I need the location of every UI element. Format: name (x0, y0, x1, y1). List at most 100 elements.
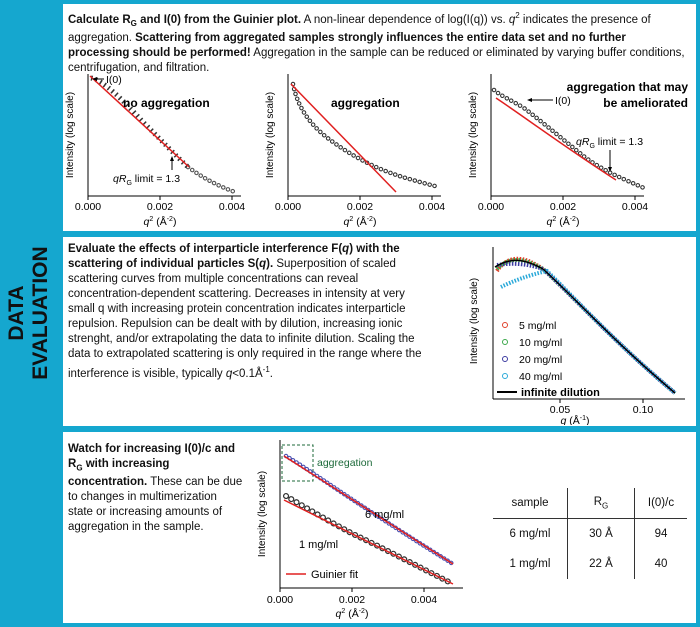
table-header: I(0)/c (634, 488, 687, 519)
interference-q2: q (259, 258, 267, 270)
qrg-limit-label: qRG limit = 1.3 (113, 173, 180, 187)
interference-end: <0.1Å (232, 367, 263, 380)
guinier-fit-line (495, 97, 617, 181)
x-axis-label: q (Å-1) (561, 414, 590, 425)
legend-label: 40 mg/ml (519, 371, 562, 383)
curve-label-6mg: 6 mg/ml (365, 509, 404, 521)
interference-q3: q (225, 367, 233, 380)
table-cell: 30 Å (567, 518, 635, 549)
section-title-line2: EVALUATION (29, 246, 52, 380)
table-header: RG (567, 488, 635, 519)
interference-bold-3: ). (266, 258, 274, 270)
x-tick-label: 0.002 (147, 201, 173, 213)
x-tick-label: 0.004 (419, 201, 445, 213)
guinier-fit-1mg (283, 499, 454, 585)
guinier-text-3: Aggregation in the sample can be reduced… (68, 47, 685, 75)
x-tick-label: 0.000 (275, 201, 301, 213)
table-cell: 1 mg/ml (509, 558, 551, 570)
qrg-limit-label: qRG limit = 1.3 (576, 136, 643, 150)
table-cell: 22 Å (567, 549, 635, 579)
curve-label-1mg: 1 mg/ml (299, 539, 338, 551)
i0-label: I(0) (106, 74, 122, 86)
legend-label: 5 mg/ml (519, 320, 556, 332)
guinier-fit-line (290, 83, 397, 193)
x-tick-label: 0.002 (347, 201, 373, 213)
table-cell: 40 (634, 549, 687, 579)
interference-q: q (342, 243, 350, 255)
sidebar: DATA EVALUATION (0, 0, 58, 627)
plot-label: aggregation (331, 96, 400, 110)
x-axis-label: q2 (Å-2) (336, 607, 369, 620)
interference-dot: . (269, 367, 273, 380)
section-title-line1: DATA (5, 285, 28, 341)
x-tick-label: 0.000 (267, 594, 293, 606)
x-tick-label: 0.002 (339, 594, 365, 606)
legend-label: 10 mg/ml (519, 337, 562, 349)
guinier-text-1: A non-linear dependence of log(I(q)) vs. (301, 13, 509, 26)
table-row: 1 mg/ml 22 Å 40 (493, 549, 687, 579)
guinier-bold-1: Calculate R (68, 13, 131, 26)
concentration-bold-1: Watch for increasing I(0)/c and R (68, 443, 235, 470)
guinier-plot-ameliorated: Intensity (log scale) 0.000 0.002 0.004 … (468, 74, 689, 228)
table-header-row: sample RG I(0)/c (493, 488, 687, 519)
y-axis-label: Intensity (log scale) (265, 92, 276, 178)
x-tick-label: 0.000 (478, 201, 504, 213)
legend-label: 20 mg/ml (519, 354, 562, 366)
concentration-sub: G (76, 463, 83, 473)
guinier-fit-line (89, 75, 190, 168)
guinier-plot-aggregation: Intensity (log scale) 0.000 0.002 0.004 … (265, 74, 445, 228)
interference-bold-1: Evaluate the effects of interparticle in… (68, 243, 343, 255)
guinier-bold-2: and I(0) from the Guinier plot. (136, 13, 302, 26)
aggregation-label: aggregation (317, 457, 373, 469)
legend: 5 mg/ml 10 mg/ml 20 mg/ml 40 mg/ml infin… (497, 320, 600, 399)
legend-label: infinite dilution (521, 387, 600, 399)
guinier-warning: Scattering from aggregated samples stron… (68, 32, 626, 60)
guinier-sub: G (130, 19, 137, 29)
table-row: 6 mg/ml 30 Å 94 (493, 518, 687, 549)
x-tick-label: 0.000 (75, 201, 101, 213)
plot-label: aggregation that may (567, 80, 689, 94)
guinier-text-2: indicates the presence of aggregation. (68, 13, 651, 45)
x-axis-label: q2 (Å-2) (344, 215, 377, 228)
guinier-fit-6mg (283, 455, 454, 565)
x-axis-label: q2 (Å-2) (144, 215, 177, 228)
concentration-body: These can be due to changes in multimeri… (68, 476, 243, 534)
legend-label: Guinier fit (311, 569, 358, 581)
concentration-text: Watch for increasing I(0)/c and RG with … (68, 442, 243, 535)
interference-bold-2: ) with the scattering of individual part… (68, 243, 400, 270)
interference-panel: Evaluate the effects of interparticle in… (63, 237, 696, 426)
x-tick-label: 0.004 (219, 201, 245, 213)
x-tick-label: 0.004 (622, 201, 648, 213)
rg-table: sample RG I(0)/c 6 mg/ml 30 Å 94 1 mg/ml… (493, 488, 687, 579)
interference-body: Superposition of scaled scattering curve… (68, 258, 422, 380)
section-title: DATA EVALUATION (5, 246, 53, 379)
plot-label-line2: be ameliorated (603, 96, 688, 110)
table-cell: 94 (634, 518, 687, 549)
i0-label: I(0) (555, 95, 571, 107)
y-axis-label: Intensity (log scale) (469, 278, 480, 364)
guinier-q: q (508, 13, 516, 26)
guinier-sup: 2 (515, 11, 520, 20)
interference-text: Evaluate the effects of interparticle in… (68, 242, 426, 382)
concentration-plot: Intensity (log scale) 0.000 0.002 0.004 … (257, 440, 463, 620)
curve-infinite-dilution (494, 259, 676, 394)
x-axis-label: q2 (Å-2) (547, 215, 580, 228)
table-cell: 6 mg/ml (509, 528, 551, 540)
concentration-panel: Watch for increasing I(0)/c and RG with … (63, 432, 696, 623)
guinier-plot-no-aggregation: Intensity (log scale) 0.000 0.002 0.004 … (65, 74, 245, 228)
aggregation-box (281, 444, 314, 482)
interference-plot: Intensity (log scale) 0.05 0.10 q (Å-1) … (469, 247, 685, 425)
guinier-text: Calculate RG and I(0) from the Guinier p… (68, 8, 690, 76)
x-tick-label: 0.05 (550, 404, 571, 416)
table-header: sample (493, 488, 568, 519)
y-axis-label: Intensity (log scale) (65, 92, 76, 178)
x-tick-label: 0.002 (550, 201, 576, 213)
concentration-bold-2: with increasing concentration. (68, 458, 170, 489)
x-tick-label: 0.004 (411, 594, 437, 606)
plot-label: no aggregation (123, 96, 210, 110)
y-axis-label: Intensity (log scale) (468, 92, 479, 178)
x-tick-label: 0.10 (633, 404, 654, 416)
guinier-panel: Calculate RG and I(0) from the Guinier p… (63, 4, 696, 231)
interference-sup: -1 (262, 365, 270, 374)
y-axis-label: Intensity (log scale) (257, 471, 268, 557)
